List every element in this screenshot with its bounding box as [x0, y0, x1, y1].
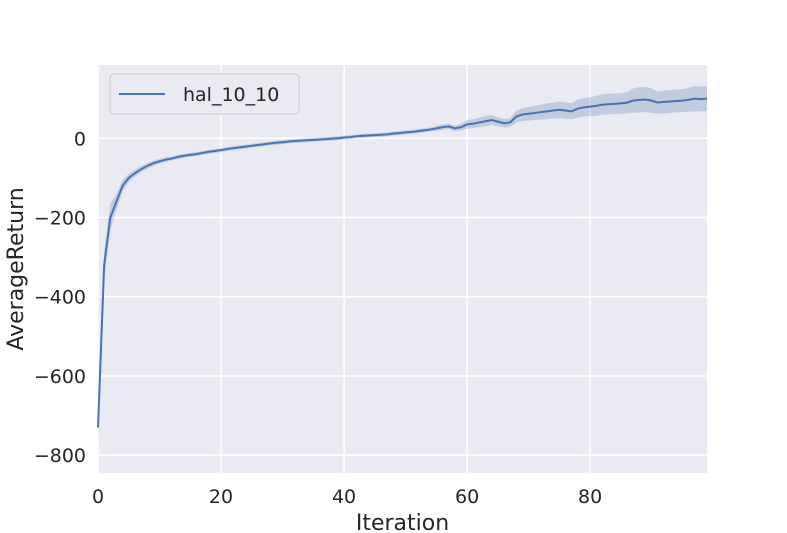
y-axis-label: AverageReturn — [4, 187, 29, 350]
y-tick-label: −600 — [34, 366, 86, 388]
x-tick-label: 40 — [332, 486, 356, 508]
x-tick-labels: 0 20 40 60 80 — [92, 486, 602, 508]
x-tick-label: 20 — [209, 486, 233, 508]
grid — [97, 65, 707, 473]
x-tick-label: 0 — [92, 486, 104, 508]
y-tick-labels: −800 −600 −400 −200 0 — [34, 128, 86, 467]
legend-box — [109, 73, 300, 115]
x-tick-label: 60 — [455, 486, 479, 508]
legend: hal_10_10 — [109, 73, 300, 115]
y-tick-label: −200 — [34, 208, 86, 230]
y-tick-label: −400 — [34, 287, 86, 309]
plot-background — [98, 65, 707, 473]
series-line — [97, 97, 708, 428]
y-tick-label: 0 — [74, 128, 86, 150]
legend-label: hal_10_10 — [183, 84, 279, 106]
x-axis-label: Iteration — [356, 511, 449, 533]
y-tick-label: −800 — [34, 445, 86, 467]
x-tick-label: 80 — [578, 486, 602, 508]
